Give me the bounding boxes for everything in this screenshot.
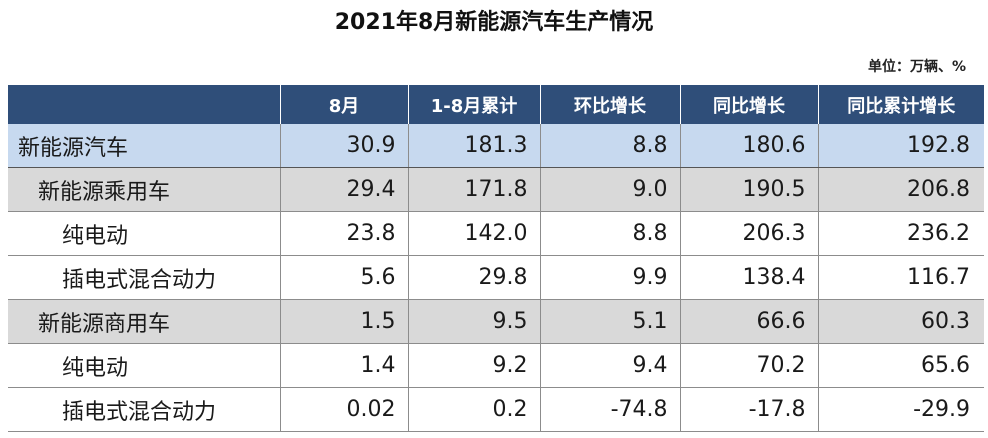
header-row: 8月 1-8月累计 环比增长 同比增长 同比累计增长 (8, 85, 984, 124)
header-category (8, 85, 281, 124)
table-row: 插电式混合动力 5.6 29.8 9.9 138.4 116.7 (8, 255, 984, 300)
table-row: 新能源汽车 30.9 181.3 8.8 180.6 192.8 (8, 124, 984, 168)
table-row: 纯电动 1.4 9.2 9.4 70.2 65.6 (8, 343, 984, 388)
row-label: 新能源商用车 (8, 299, 281, 344)
cell-value: 0.2 (408, 387, 541, 432)
cell-value: 70.2 (680, 343, 819, 388)
production-table: 8月 1-8月累计 环比增长 同比增长 同比累计增长 新能源汽车 30.9 18… (8, 85, 984, 432)
cell-value: -29.9 (818, 387, 984, 432)
cell-value: 190.5 (680, 167, 819, 212)
table-row: 新能源乘用车 29.4 171.8 9.0 190.5 206.8 (8, 167, 984, 212)
cell-value: 0.02 (280, 387, 409, 432)
header-yoy-growth: 同比增长 (680, 85, 819, 124)
row-label: 新能源汽车 (8, 124, 281, 168)
table-row: 纯电动 23.8 142.0 8.8 206.3 236.2 (8, 211, 984, 256)
row-label: 插电式混合动力 (8, 387, 281, 432)
cell-value: 116.7 (818, 255, 984, 300)
cell-value: 1.4 (280, 343, 409, 388)
cell-value: 138.4 (680, 255, 819, 300)
cell-value: 9.0 (540, 167, 681, 212)
cell-value: 8.8 (540, 211, 681, 256)
row-label: 纯电动 (8, 343, 281, 388)
table-row: 插电式混合动力 0.02 0.2 -74.8 -17.8 -29.9 (8, 387, 984, 432)
header-august: 8月 (280, 85, 409, 124)
cell-value: 9.9 (540, 255, 681, 300)
header-mom-growth: 环比增长 (540, 85, 681, 124)
cell-value: 142.0 (408, 211, 541, 256)
cell-value: 9.5 (408, 299, 541, 344)
cell-value: 181.3 (408, 124, 541, 168)
cell-value: 29.8 (408, 255, 541, 300)
unit-note: 单位：万辆、% (867, 59, 966, 75)
cell-value: 8.8 (540, 124, 681, 168)
header-cumulative: 1-8月累计 (408, 85, 541, 124)
cell-value: 206.8 (818, 167, 984, 212)
cell-value: 5.1 (540, 299, 681, 344)
cell-value: 9.2 (408, 343, 541, 388)
cell-value: 206.3 (680, 211, 819, 256)
header-yoy-cumulative-growth: 同比累计增长 (818, 85, 984, 124)
cell-value: 192.8 (818, 124, 984, 168)
row-label: 插电式混合动力 (8, 255, 281, 300)
cell-value: 60.3 (818, 299, 984, 344)
cell-value: 23.8 (280, 211, 409, 256)
row-label: 纯电动 (8, 211, 281, 256)
cell-value: 5.6 (280, 255, 409, 300)
cell-value: 66.6 (680, 299, 819, 344)
cell-value: 236.2 (818, 211, 984, 256)
table-row: 新能源商用车 1.5 9.5 5.1 66.6 60.3 (8, 299, 984, 344)
cell-value: 180.6 (680, 124, 819, 168)
page-title: 2021年8月新能源汽车生产情况 (334, 10, 654, 35)
cell-value: 30.9 (280, 124, 409, 168)
cell-value: -17.8 (680, 387, 819, 432)
cell-value: 29.4 (280, 167, 409, 212)
row-label: 新能源乘用车 (8, 167, 281, 212)
cell-value: 65.6 (818, 343, 984, 388)
cell-value: 1.5 (280, 299, 409, 344)
cell-value: 9.4 (540, 343, 681, 388)
cell-value: 171.8 (408, 167, 541, 212)
cell-value: -74.8 (540, 387, 681, 432)
